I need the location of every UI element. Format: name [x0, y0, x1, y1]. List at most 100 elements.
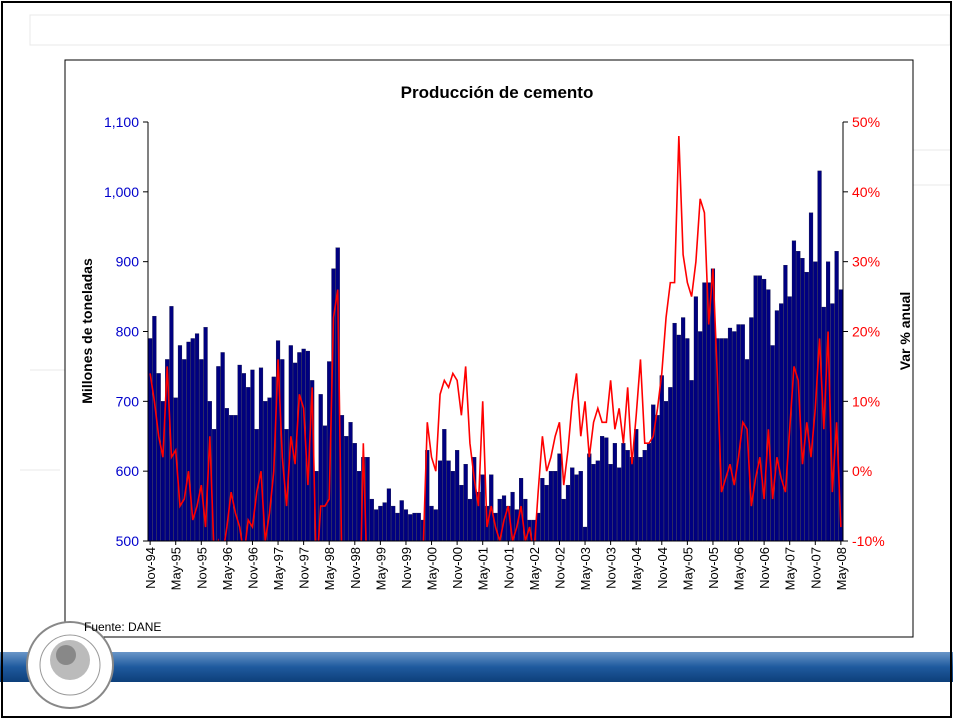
bar: [698, 331, 703, 541]
x-tick-label: May-95: [169, 547, 184, 590]
bar: [258, 367, 264, 541]
y-tick-label: 500: [116, 533, 140, 549]
bar: [275, 340, 281, 541]
bar: [233, 415, 238, 541]
bar: [762, 278, 767, 541]
bar: [403, 509, 409, 541]
bar: [156, 373, 161, 541]
bar: [378, 505, 383, 541]
x-tick-label: May-97: [271, 547, 286, 590]
bar: [604, 437, 609, 541]
bar: [497, 498, 502, 541]
x-tick-label: Nov-04: [655, 547, 670, 589]
bar: [612, 443, 617, 541]
bar: [463, 464, 468, 541]
bar: [706, 282, 711, 541]
y-tick-label: 800: [116, 324, 140, 340]
bar: [455, 450, 460, 541]
bar: [565, 484, 571, 541]
bar: [638, 457, 643, 541]
y2-axis-title: Var % anual: [897, 292, 913, 371]
x-tick-label: Nov-06: [757, 547, 772, 589]
x-tick-label: Nov-99: [399, 547, 414, 589]
bar: [344, 436, 349, 541]
x-tick-label: Nov-98: [348, 547, 363, 589]
bar: [267, 397, 272, 541]
x-tick-label: May-00: [425, 547, 440, 590]
bar: [472, 457, 477, 541]
y-tick-label: 1,000: [104, 184, 139, 200]
bar: [263, 401, 268, 541]
bar: [629, 457, 635, 541]
bar: [642, 450, 647, 541]
x-tick-label: May-04: [629, 547, 644, 590]
bar: [595, 460, 600, 541]
y2-tick-label: 40%: [852, 184, 880, 200]
bar: [582, 526, 588, 541]
x-tick-label: May-01: [476, 547, 491, 590]
x-tick-label: May-07: [783, 547, 798, 590]
bar: [727, 327, 733, 541]
bar: [617, 467, 622, 541]
bar: [732, 331, 737, 541]
bar: [203, 327, 208, 541]
bar: [800, 258, 805, 541]
plot-area: [148, 135, 843, 541]
bar: [544, 484, 549, 541]
bar: [779, 303, 784, 541]
bar: [766, 289, 771, 541]
bar: [753, 275, 758, 541]
bar: [808, 212, 814, 541]
bar: [676, 334, 681, 541]
bar: [446, 460, 451, 541]
x-tick-label: May-05: [680, 547, 695, 590]
bar: [557, 453, 562, 541]
source-note: Fuente: DANE: [84, 620, 161, 634]
x-tick-label: Nov-96: [245, 547, 260, 589]
y-tick-label: 1,100: [104, 114, 139, 130]
bar: [297, 352, 302, 541]
bar: [625, 450, 630, 541]
bar: [817, 170, 822, 541]
bar: [190, 338, 195, 541]
x-tick-label: Nov-95: [194, 547, 209, 589]
bar: [322, 425, 328, 541]
bar: [416, 512, 421, 541]
x-tick-label: Nov-03: [604, 547, 619, 589]
bar: [391, 505, 396, 541]
bar: [459, 484, 464, 541]
y2-tick-label: -10%: [852, 533, 885, 549]
bar: [369, 498, 374, 541]
bar: [246, 387, 251, 541]
y2-tick-label: 0%: [852, 463, 872, 479]
y2-tick-label: 20%: [852, 324, 880, 340]
bar: [561, 498, 566, 541]
bar: [685, 338, 690, 541]
x-tick-label: Nov-94: [143, 547, 158, 589]
y2-tick-label: 10%: [852, 393, 880, 409]
bar: [548, 471, 553, 541]
bar: [152, 315, 157, 541]
bar: [433, 509, 438, 541]
bar: [216, 366, 221, 541]
bar: [220, 352, 225, 541]
bar: [774, 310, 779, 541]
bar: [757, 275, 762, 541]
x-tick-label: May-99: [373, 547, 388, 590]
bar: [574, 474, 579, 541]
bar: [177, 345, 183, 541]
bar: [318, 394, 323, 541]
bar: [608, 464, 613, 541]
bar: [634, 429, 639, 541]
bar: [553, 471, 558, 541]
x-tick-label: May-98: [322, 547, 337, 590]
bar: [736, 324, 741, 541]
bar: [382, 502, 387, 541]
bar: [655, 415, 660, 541]
y2-tick-label: 50%: [852, 114, 880, 130]
bar: [438, 460, 443, 541]
bar: [723, 338, 728, 541]
bar: [442, 429, 447, 541]
